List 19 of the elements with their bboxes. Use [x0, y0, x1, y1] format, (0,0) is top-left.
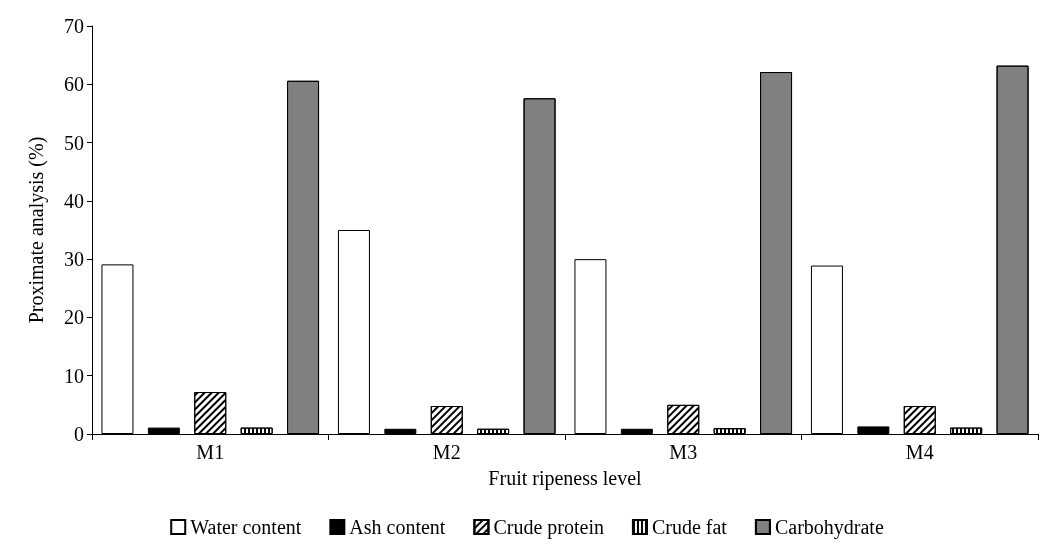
- y-tick-label: 30: [64, 248, 84, 271]
- x-tick-label: M1: [196, 441, 225, 463]
- y-tick-label: 70: [64, 15, 84, 37]
- legend-label: Water content: [190, 516, 302, 538]
- legend-label: Carbohydrate: [774, 516, 884, 539]
- y-tick-label: 60: [64, 73, 84, 96]
- y-tick-label: 40: [64, 189, 84, 212]
- legend-label: Crude fat: [651, 516, 728, 538]
- legend-label: Crude protein: [493, 516, 604, 539]
- y-tick-label: 0: [74, 423, 84, 445]
- y-tick-label: 50: [64, 131, 84, 154]
- y-axis-title: Proximate analysis (%): [25, 136, 48, 324]
- y-tick-label: 20: [64, 306, 84, 329]
- x-tick-label: M3: [669, 441, 698, 463]
- x-tick-label: M4: [905, 441, 934, 463]
- legend-label: Ash content: [349, 516, 446, 538]
- y-tick-label: 10: [64, 364, 84, 387]
- x-axis-title: Fruit ripeness level: [488, 467, 643, 490]
- x-tick-label: M2: [432, 441, 461, 463]
